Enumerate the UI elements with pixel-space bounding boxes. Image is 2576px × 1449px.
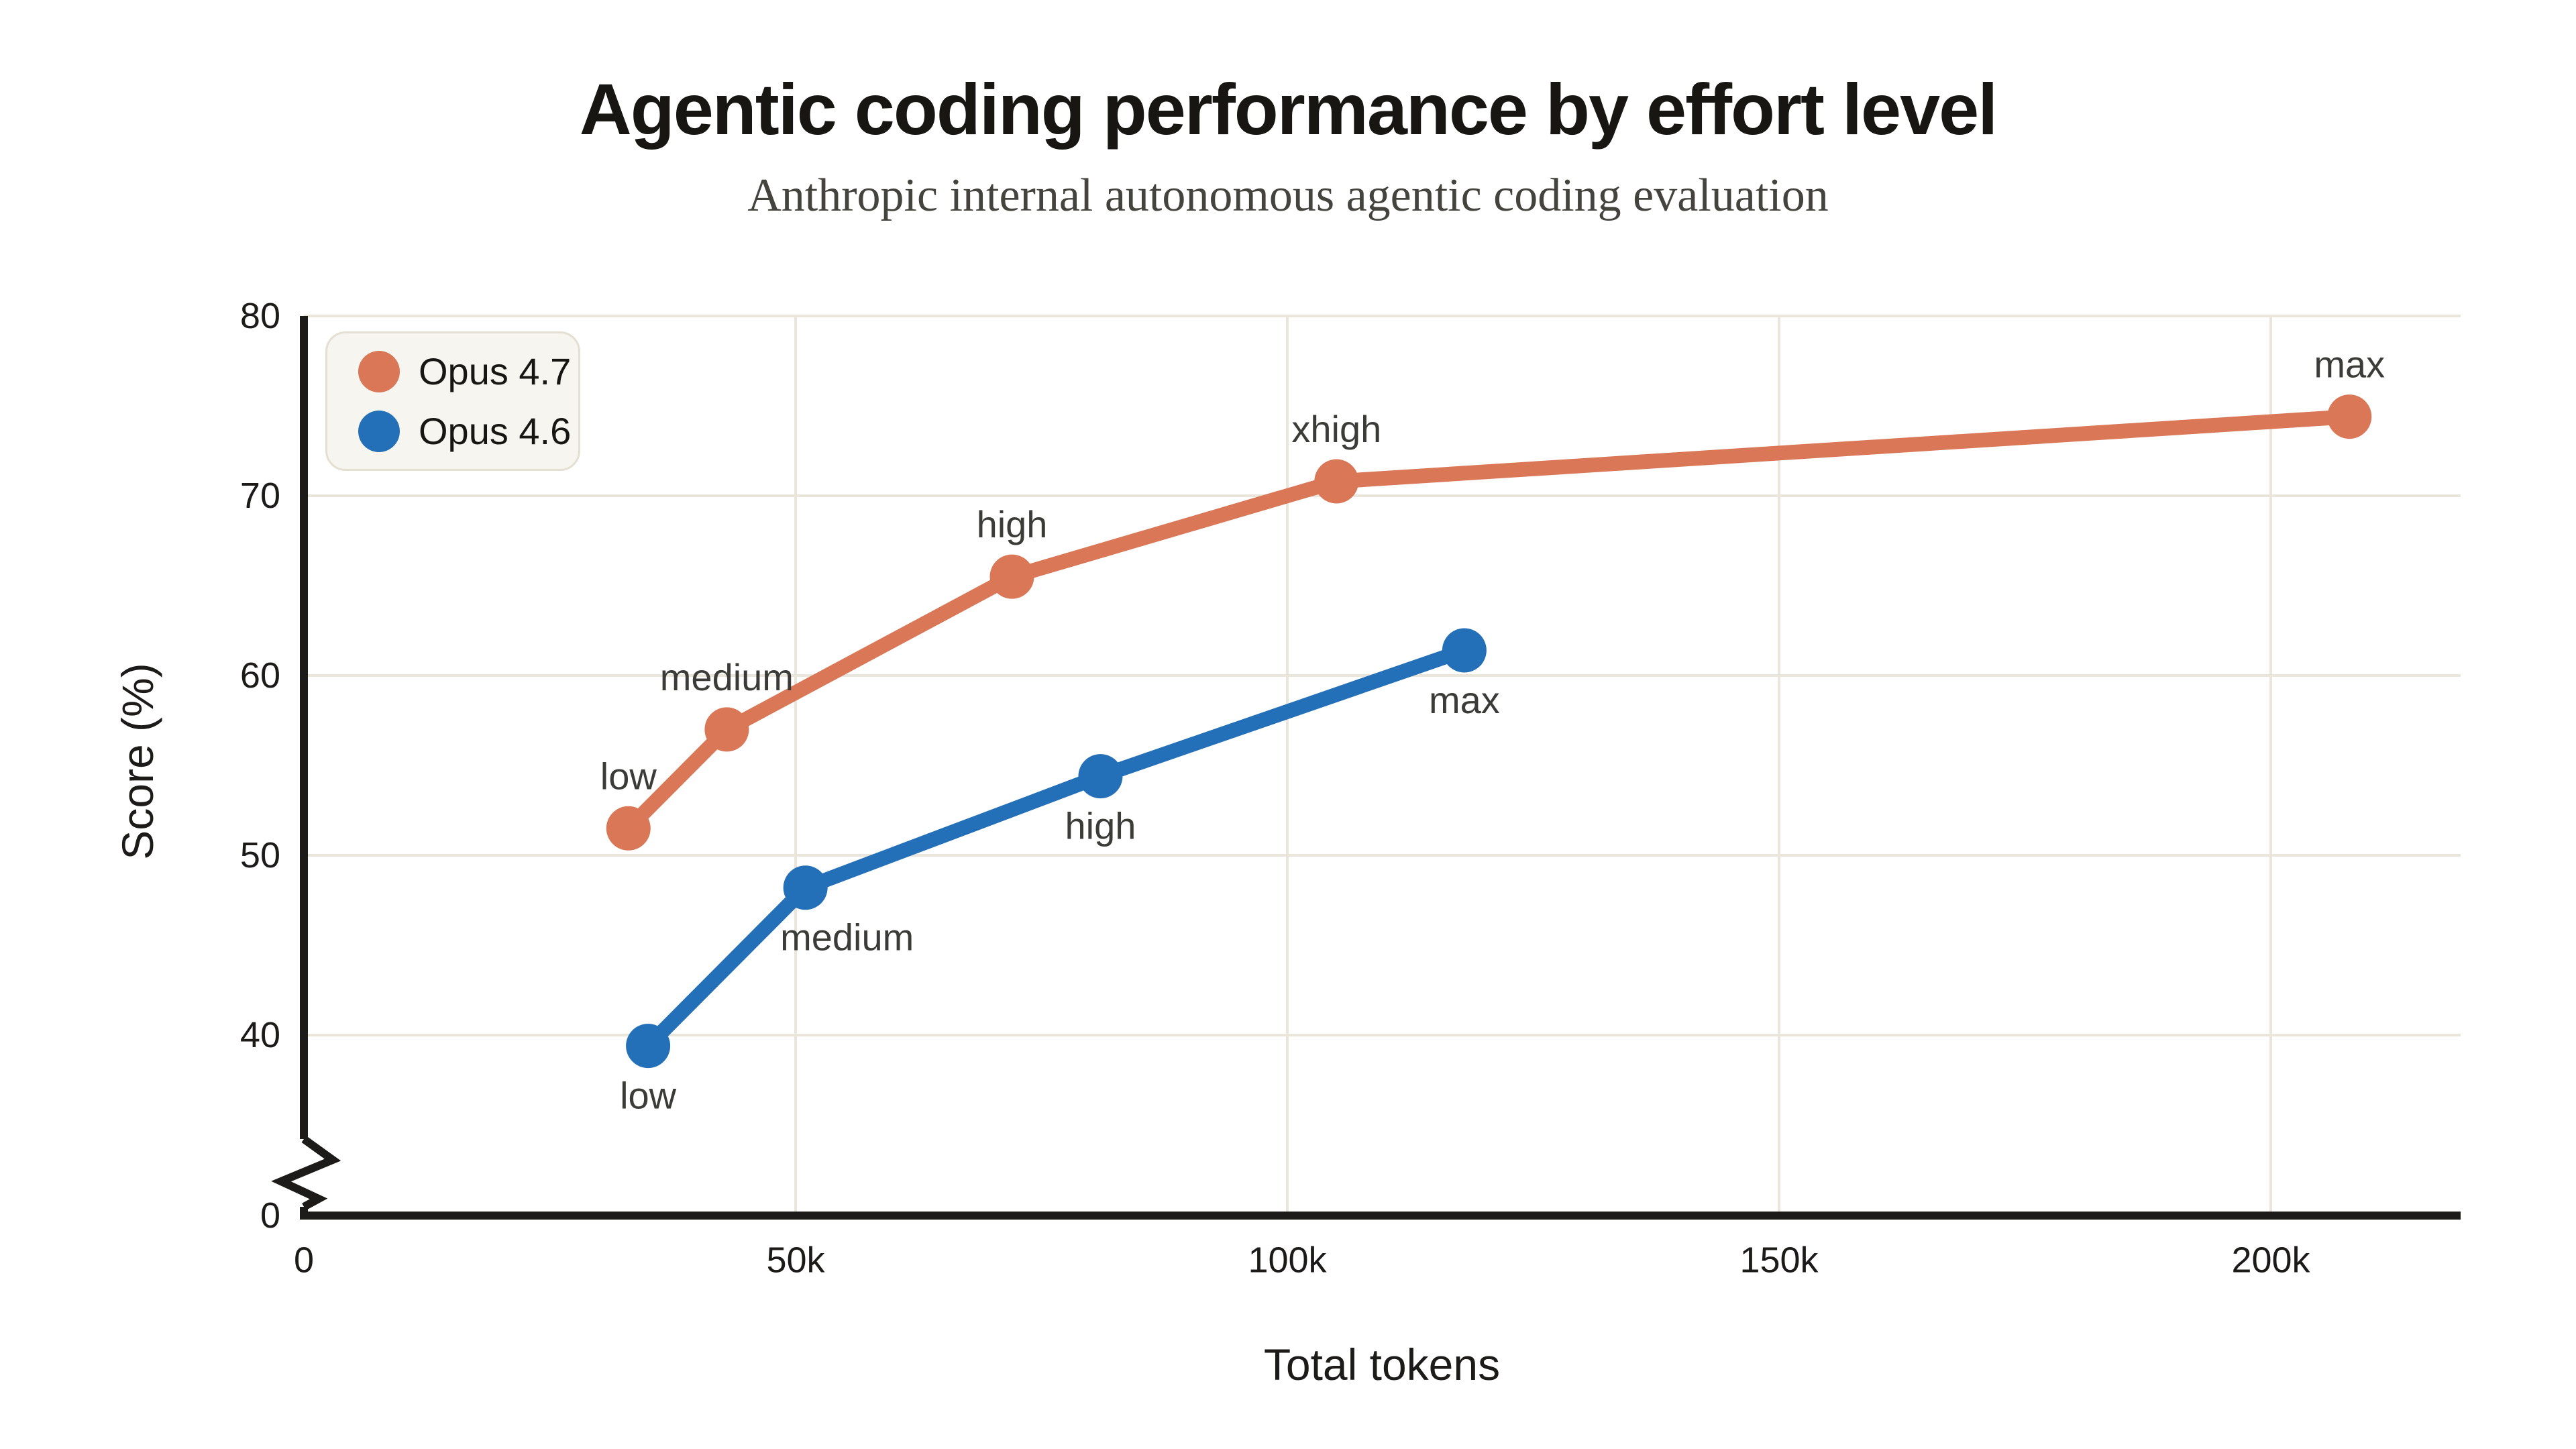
series-line-opus-4-6 (641, 643, 1472, 1054)
point-label-opus-4-7-high: high (977, 503, 1048, 545)
point-label-opus-4-7-xhigh: xhigh (1291, 408, 1381, 450)
legend-swatch-opus-4-6-icon (358, 410, 400, 452)
data-point-opus-4-7-xhigh (1314, 459, 1359, 504)
series (606, 394, 2372, 1069)
y-axis-break-icon (271, 1136, 341, 1211)
x-tick-label-0: 0 (294, 1240, 314, 1280)
series-line-opus-4-7 (621, 409, 2357, 836)
tick-labels: 80 70 60 50 40 00 50k 100k 150k 200k (240, 296, 2311, 1280)
point-annotations: low medium high xhigh max low medium high max (600, 343, 2385, 1117)
legend-swatch-opus-4-7-icon (358, 350, 400, 392)
point-label-opus-4-6-max: max (1429, 679, 1500, 721)
point-label-opus-4-6-high: high (1065, 805, 1136, 847)
data-point-opus-4-7-low (606, 806, 651, 851)
chart-title: Agentic coding performance by effort lev… (579, 68, 1998, 150)
data-point-opus-4-6-medium (783, 865, 828, 910)
axes (271, 316, 2461, 1220)
y-tick-label-60: 60 (240, 655, 280, 696)
data-point-opus-4-6-max (1442, 628, 1487, 673)
data-point-opus-4-6-high (1078, 754, 1123, 799)
point-label-opus-4-7-low: low (600, 755, 657, 797)
y-tick-label-50: 50 (240, 835, 280, 875)
legend-label-opus-4-7: Opus 4.7 (419, 350, 572, 392)
point-label-opus-4-7-max: max (2314, 343, 2385, 386)
x-tick-label-50k: 50k (766, 1240, 825, 1280)
point-label-opus-4-7-medium: medium (660, 656, 794, 698)
data-point-opus-4-7-high (989, 554, 1034, 599)
point-label-opus-4-6-low: low (620, 1075, 677, 1117)
y-tick-label-70: 70 (240, 476, 280, 516)
x-axis-title: Total tokens (1264, 1340, 1500, 1389)
y-tick-label-80: 80 (240, 296, 280, 336)
y-tick-label-40: 40 (240, 1015, 280, 1055)
legend: Opus 4.7 Opus 4.6 (325, 331, 580, 471)
legend-item-opus-4-7: Opus 4.7 (358, 350, 578, 393)
y-tick-label-0: 0 (260, 1195, 280, 1236)
legend-item-opus-4-6: Opus 4.6 (358, 409, 578, 453)
data-point-opus-4-6-low (626, 1024, 671, 1069)
axis-titles: Total tokens Score (%) (113, 663, 1500, 1389)
x-tick-label-150k: 150k (1739, 1240, 1819, 1280)
y-axis-title: Score (%) (113, 663, 162, 859)
x-tick-label-100k: 100k (1248, 1240, 1327, 1280)
chart-subtitle: Anthropic internal autonomous agentic co… (747, 170, 1829, 221)
x-tick-label-200k: 200k (2231, 1240, 2310, 1280)
point-label-opus-4-6-medium: medium (780, 916, 914, 959)
data-point-opus-4-7-medium (704, 707, 749, 752)
legend-label-opus-4-6: Opus 4.6 (419, 410, 572, 452)
data-point-opus-4-7-max (2327, 394, 2372, 439)
